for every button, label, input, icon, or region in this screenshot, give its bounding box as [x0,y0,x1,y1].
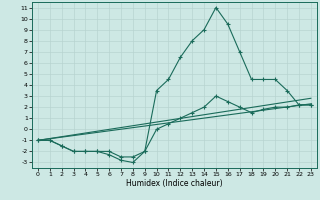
X-axis label: Humidex (Indice chaleur): Humidex (Indice chaleur) [126,179,223,188]
